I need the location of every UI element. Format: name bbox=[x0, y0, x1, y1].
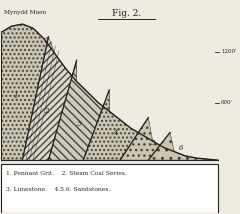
Text: 5: 5 bbox=[150, 139, 155, 147]
Text: 1. Pennant Grit.    2. Steam Coal Series.: 1. Pennant Grit. 2. Steam Coal Series. bbox=[6, 171, 127, 177]
Text: Mynydd Maen: Mynydd Maen bbox=[4, 10, 46, 15]
Polygon shape bbox=[22, 37, 77, 160]
FancyBboxPatch shape bbox=[1, 164, 218, 213]
Text: 600': 600' bbox=[221, 100, 233, 105]
Text: Fig. 2.: Fig. 2. bbox=[112, 9, 141, 18]
Polygon shape bbox=[148, 132, 218, 160]
Text: 3: 3 bbox=[77, 120, 81, 128]
Text: 2: 2 bbox=[44, 107, 48, 115]
Polygon shape bbox=[120, 118, 170, 160]
Text: 6: 6 bbox=[179, 144, 183, 152]
Text: 1200': 1200' bbox=[221, 49, 236, 54]
Text: 4: 4 bbox=[114, 129, 118, 137]
Text: 1: 1 bbox=[14, 92, 18, 100]
Polygon shape bbox=[83, 90, 148, 160]
Polygon shape bbox=[1, 24, 48, 160]
Polygon shape bbox=[48, 60, 109, 160]
Text: 3. Limestone.    4.5.6. Sandstones.: 3. Limestone. 4.5.6. Sandstones. bbox=[6, 187, 110, 192]
